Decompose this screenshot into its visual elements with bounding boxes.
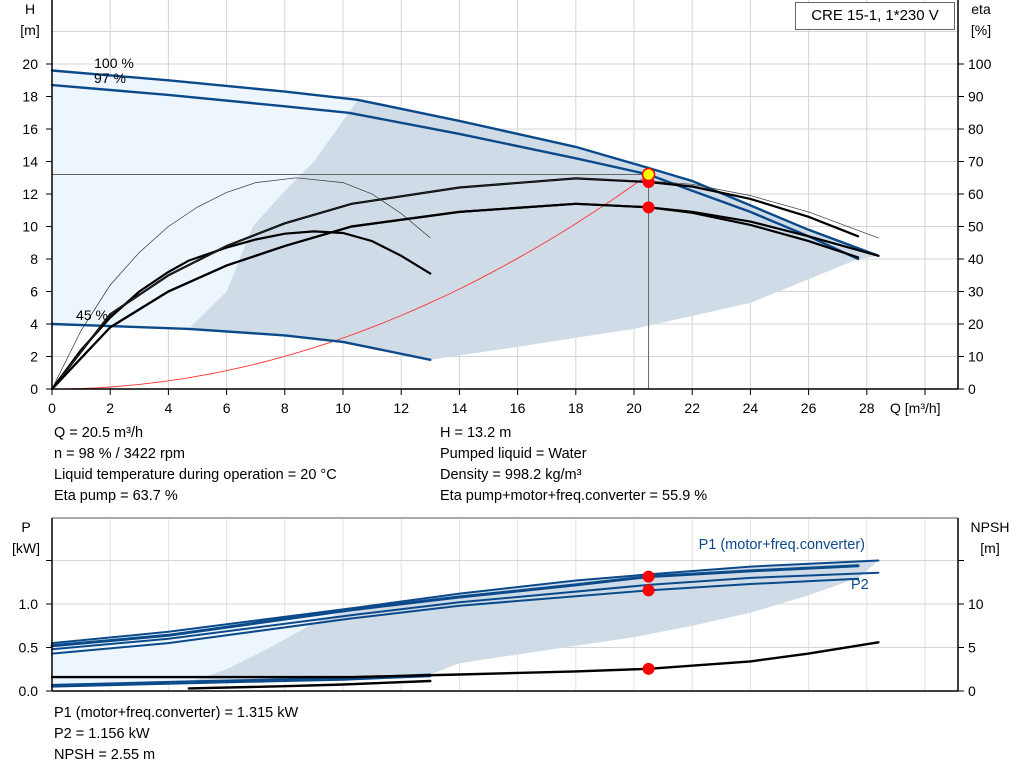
- info-npsh: NPSH = 2.55 m: [54, 747, 156, 763]
- duty-point: [641, 167, 656, 182]
- speed-label-97: 97 %: [94, 70, 126, 86]
- y2-tick-label: 50: [968, 219, 984, 235]
- y2-axis-unit: [%]: [971, 22, 991, 38]
- x-tick-label: 14: [452, 400, 468, 416]
- x-tick-label: 8: [281, 400, 289, 416]
- x-axis-label: Q [m³/h]: [890, 400, 941, 416]
- y2-tick-label: 90: [968, 89, 984, 105]
- x-tick-label: 4: [165, 400, 173, 416]
- y2-tick-label: 80: [968, 121, 984, 137]
- efficiency-curve-8: [50, 202, 860, 391]
- y-tick-label: 18: [22, 89, 38, 105]
- y2-tick-label: 20: [968, 316, 984, 332]
- x-tick-label: 2: [106, 400, 114, 416]
- x-tick-label: 20: [626, 400, 642, 416]
- head-curve-0: [50, 69, 880, 257]
- p-axis-label: P: [21, 519, 30, 535]
- y2-tick-label: 10: [968, 349, 984, 365]
- operating-range-dark: [188, 99, 879, 360]
- npsh-curve-6: [50, 641, 880, 679]
- power-curve-5: [51, 675, 432, 688]
- p2-point: [642, 584, 655, 597]
- y2-axis-label: eta: [971, 1, 991, 17]
- y-tick-label: 2: [30, 349, 38, 365]
- y-axis-label: H: [25, 1, 35, 17]
- p-tick-label: 1.0: [19, 596, 39, 612]
- head-curve-1: [50, 83, 860, 261]
- y-axis-unit: [m]: [20, 22, 39, 38]
- pump-title: CRE 15-1, 1*230 V: [795, 2, 955, 30]
- head-curve-2: [50, 322, 432, 361]
- x-tick-label: 18: [568, 400, 584, 416]
- legend-p2: P2: [851, 577, 869, 593]
- speed-label-45: 45 %: [76, 307, 108, 323]
- x-tick-label: 26: [801, 400, 817, 416]
- y-tick-label: 12: [22, 186, 38, 202]
- p-axis-unit: [kW]: [12, 540, 40, 556]
- info-bottom: P1 (motor+freq.converter) = 1.315 kW P2 …: [54, 703, 298, 766]
- p1-point: [642, 570, 655, 583]
- info-eta-pump: Eta pump = 63.7 %: [54, 488, 178, 504]
- y-tick-label: 6: [30, 284, 38, 300]
- top-chart-grid: [51, 0, 958, 390]
- system-curve: [51, 174, 649, 390]
- eta-total-point: [642, 201, 655, 214]
- y2-tick-label: 0: [968, 381, 976, 397]
- x-tick-label: 28: [859, 400, 875, 416]
- legend-p1: P1 (motor+freq.converter): [699, 537, 865, 553]
- x-tick-label: 22: [684, 400, 700, 416]
- info-top-left: Q = 20.5 m³/h n = 98 % / 3422 rpm Liquid…: [54, 423, 337, 507]
- info-speed: n = 98 % / 3422 rpm: [54, 446, 185, 462]
- power-curve-3: [51, 577, 860, 655]
- x-tick-label: 10: [335, 400, 351, 416]
- power-curve-2: [51, 571, 880, 651]
- info-eta-total: Eta pump+motor+freq.converter = 55.9 %: [440, 488, 708, 504]
- info-p2: P2 = 1.156 kW: [54, 726, 150, 742]
- y2-tick-label: 40: [968, 251, 984, 267]
- info-head: H = 13.2 m: [440, 425, 512, 441]
- power-curve-1: [50, 564, 860, 648]
- x-tick-label: 0: [48, 400, 56, 416]
- npsh-curve-7: [187, 679, 432, 690]
- y-tick-label: 14: [22, 154, 38, 170]
- info-density: Density = 998.2 kg/m³: [440, 467, 582, 483]
- x-tick-label: 24: [743, 400, 759, 416]
- x-tick-label: 6: [223, 400, 231, 416]
- y-tick-label: 16: [22, 121, 38, 137]
- y-tick-label: 4: [30, 316, 38, 332]
- npsh-point: [642, 662, 655, 675]
- p-tick-label: 0.0: [19, 683, 39, 699]
- efficiency-curve-3: [51, 177, 431, 390]
- info-flow: Q = 20.5 m³/h: [54, 425, 144, 441]
- power-curve-0: [51, 559, 880, 645]
- info-top-right: H = 13.2 m Pumped liquid = Water Density…: [440, 423, 707, 507]
- y2-tick-label: 70: [968, 154, 984, 170]
- efficiency-curve-6: [51, 178, 879, 390]
- y2-tick-label: 30: [968, 284, 984, 300]
- info-temperature: Liquid temperature during operation = 20…: [54, 467, 337, 483]
- p-tick-label: 0.5: [19, 640, 39, 656]
- y2-tick-label: 60: [968, 186, 984, 202]
- efficiency-curve-4: [50, 230, 432, 391]
- info-liquid: Pumped liquid = Water: [440, 446, 587, 462]
- info-p1: P1 (motor+freq.converter) = 1.315 kW: [54, 705, 299, 721]
- npsh-tick-label: 5: [968, 640, 976, 656]
- y-tick-label: 20: [22, 56, 38, 72]
- y-tick-label: 10: [22, 219, 38, 235]
- npsh-tick-label: 10: [968, 596, 984, 612]
- y2-tick-label: 100: [968, 56, 992, 72]
- power-range-light: [52, 608, 352, 684]
- y-tick-label: 8: [30, 251, 38, 267]
- npsh-axis-unit: [m]: [980, 540, 999, 556]
- y-tick-label: 0: [30, 381, 38, 397]
- x-tick-label: 12: [393, 400, 409, 416]
- x-tick-label: 16: [510, 400, 526, 416]
- npsh-axis-label: NPSH: [971, 519, 1010, 535]
- speed-label-100: 100 %: [94, 55, 134, 71]
- power-range-dark: [188, 560, 879, 683]
- npsh-tick-label: 0: [968, 683, 976, 699]
